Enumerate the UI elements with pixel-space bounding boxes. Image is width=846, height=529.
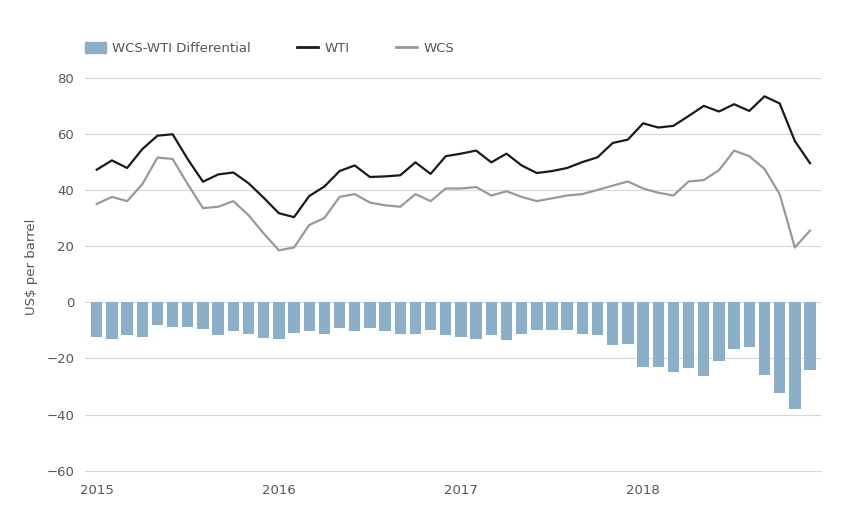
Bar — [365, 302, 376, 328]
Bar — [592, 302, 603, 335]
Bar — [607, 302, 618, 345]
Bar — [258, 302, 269, 338]
Bar — [562, 302, 573, 330]
Bar — [622, 302, 634, 344]
Bar — [759, 302, 770, 375]
Bar — [151, 302, 163, 325]
Y-axis label: US$ per barrel: US$ per barrel — [25, 219, 38, 315]
Legend: WCS-WTI Differential, WTI, WCS: WCS-WTI Differential, WTI, WCS — [85, 42, 454, 56]
Bar — [304, 302, 315, 331]
Bar — [107, 302, 118, 339]
Bar — [805, 302, 816, 370]
Bar — [197, 302, 209, 329]
Bar — [273, 302, 284, 339]
Bar — [349, 302, 360, 331]
Bar — [744, 302, 755, 348]
Bar — [577, 302, 588, 334]
Bar — [182, 302, 194, 327]
Bar — [394, 302, 406, 334]
Bar — [288, 302, 299, 333]
Bar — [334, 302, 345, 328]
Bar — [789, 302, 800, 409]
Bar — [409, 302, 421, 334]
Bar — [425, 302, 437, 330]
Bar — [228, 302, 239, 331]
Bar — [319, 302, 330, 334]
Bar — [547, 302, 558, 330]
Bar — [243, 302, 254, 334]
Bar — [713, 302, 725, 361]
Bar — [728, 302, 739, 349]
Bar — [698, 302, 710, 377]
Bar — [774, 302, 785, 393]
Bar — [501, 302, 512, 340]
Bar — [652, 302, 664, 368]
Bar — [122, 302, 133, 335]
Bar — [212, 302, 224, 334]
Bar — [637, 302, 649, 368]
Bar — [91, 302, 102, 338]
Bar — [516, 302, 527, 334]
Bar — [486, 302, 497, 335]
Bar — [136, 302, 148, 338]
Bar — [440, 302, 452, 334]
Bar — [167, 302, 179, 327]
Bar — [683, 302, 695, 368]
Bar — [667, 302, 679, 372]
Bar — [455, 302, 467, 337]
Bar — [379, 302, 391, 331]
Bar — [531, 302, 542, 330]
Bar — [470, 302, 482, 339]
